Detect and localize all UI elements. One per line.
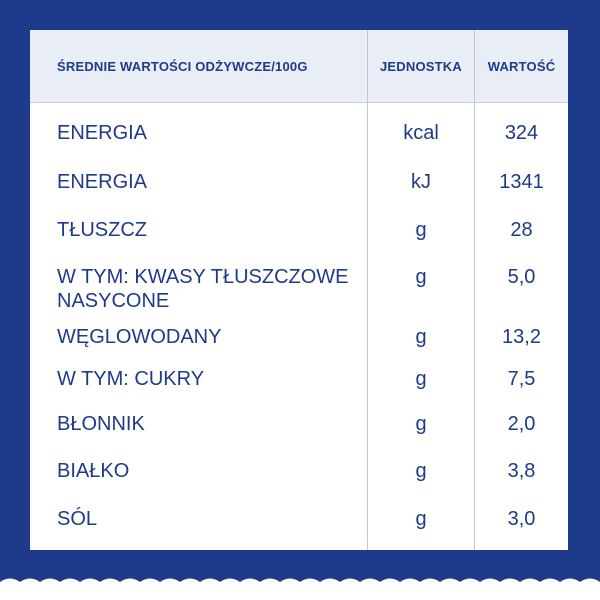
nutrient-unit: g (415, 413, 427, 435)
nutrient-value: 13,2 (502, 326, 541, 348)
nutrient-value: 7,5 (507, 368, 536, 390)
nutrient-value: 28 (510, 219, 533, 241)
nutrient-unit: g (415, 326, 427, 348)
nutrient-name: TŁUSZCZ (57, 219, 147, 241)
nutrient-name: SÓL (57, 508, 98, 530)
nutrient-value: 1341 (499, 171, 544, 193)
nutrient-unit: g (415, 368, 427, 390)
nutrient-name: ENERGIA (57, 171, 148, 193)
nutrient-value: 3,0 (507, 508, 536, 530)
header-value: WARTOŚĆ (487, 58, 556, 74)
nutrient-unit: kJ (411, 171, 431, 193)
nutrient-value: 5,0 (507, 266, 536, 288)
nutrient-name: W TYM: CUKRY (57, 368, 205, 390)
nutrient-value: 2,0 (507, 413, 536, 435)
header-unit: JEDNOSTKA (380, 58, 462, 74)
nutrient-name-line: W TYM: KWASY TŁUSZCZOWE (57, 266, 349, 288)
nutrient-unit: g (415, 266, 427, 288)
wave-border (0, 578, 600, 600)
nutrient-name: ENERGIA (57, 122, 148, 144)
nutrient-value: 3,8 (507, 460, 536, 482)
nutrient-value: 324 (504, 122, 539, 144)
table-header: ŚREDNIE WARTOŚCI ODŻYWCZE/100G JEDNOSTKA… (30, 30, 568, 103)
nutrient-unit: g (415, 219, 427, 241)
header-nutrients: ŚREDNIE WARTOŚCI ODŻYWCZE/100G (57, 58, 308, 74)
nutrient-name: W TYM: KWASY TŁUSZCZOWE NASYCONE (57, 265, 367, 313)
column-divider (367, 30, 368, 550)
nutrient-unit: g (415, 460, 427, 482)
nutrient-name: BŁONNIK (57, 413, 145, 435)
nutrient-name: BIAŁKO (57, 460, 130, 482)
nutrient-unit: kcal (403, 122, 439, 144)
nutrient-unit: g (415, 508, 427, 530)
nutrition-table: ŚREDNIE WARTOŚCI ODŻYWCZE/100G JEDNOSTKA… (30, 30, 568, 550)
nutrient-name-line: NASYCONE (57, 290, 170, 312)
nutrient-name: WĘGLOWODANY (57, 326, 222, 348)
column-divider (474, 30, 475, 550)
